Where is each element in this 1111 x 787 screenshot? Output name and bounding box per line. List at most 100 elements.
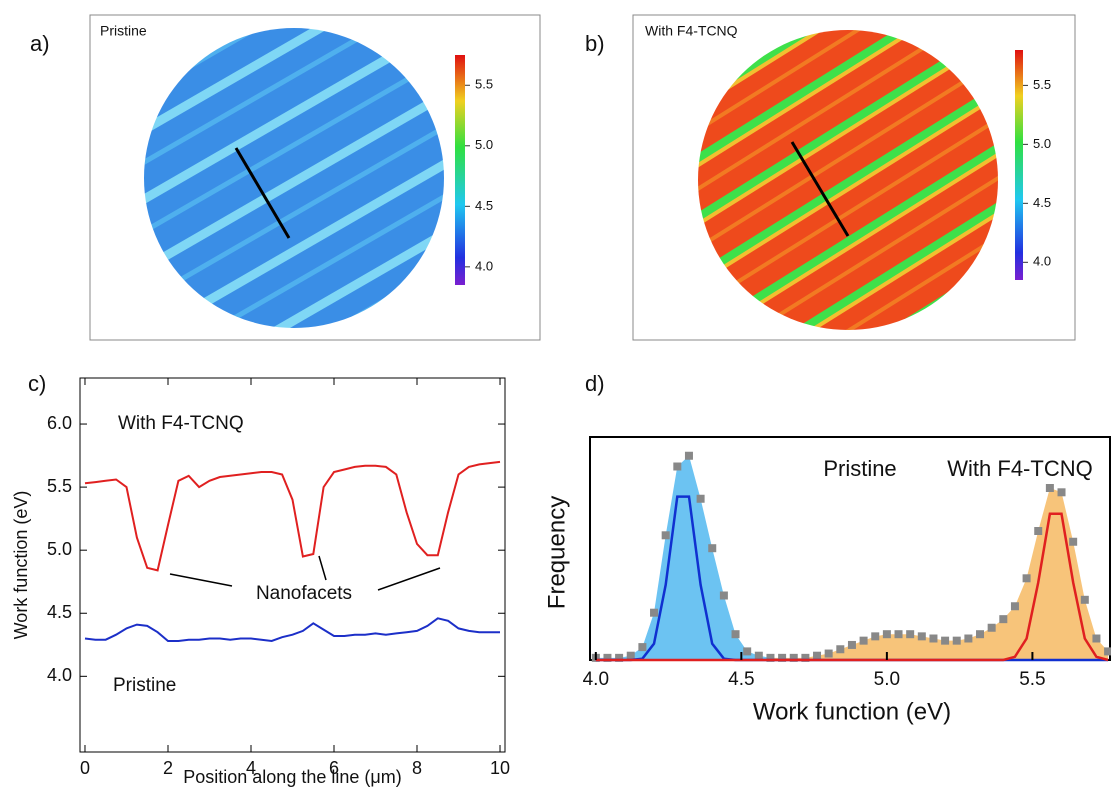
profile-line [234,147,291,239]
series-label: Pristine [823,456,896,481]
map-image [144,28,444,328]
data-point [684,451,693,460]
data-area [770,488,1109,660]
plot-frame [79,377,506,753]
data-point [871,632,880,641]
data-point [894,630,903,639]
data-point [638,643,647,652]
data-point [778,653,787,662]
map-image [698,30,998,330]
data-point [859,636,868,645]
data-line [84,617,500,643]
profile-line [790,141,850,237]
x-axis-label: Work function (eV) [753,698,951,725]
data-point [1057,488,1066,497]
data-point [813,651,822,660]
fit-line [595,512,1109,662]
data-point [650,608,659,617]
colorbar-tick-label: 4.0 [1033,254,1051,269]
data-point [1022,574,1031,583]
data-point [836,645,845,654]
annotation-pointer [169,573,233,587]
map-annotation: Pristine [100,23,147,39]
data-point [708,544,717,553]
x-tick-label: 2 [163,758,173,778]
data-point [999,615,1008,624]
x-tick-label: 4.5 [728,669,754,690]
data-point [987,623,996,632]
data-point [743,647,752,656]
data-point [929,634,938,643]
data-point [1069,537,1078,546]
series-label: With F4-TCNQ [947,456,1092,481]
data-point [906,630,915,639]
annotation: Nanofacets [256,583,352,604]
data-point [603,653,612,662]
x-tick-label: 10 [490,758,510,778]
data-point [1092,634,1101,643]
y-tick-label: 4.0 [47,665,72,685]
colorbar-tick-label: 4.5 [475,198,493,213]
data-point [615,653,624,662]
colorbar-tick-label: 4.0 [475,258,493,273]
data-point [719,591,728,600]
y-axis-label: Work function (eV) [11,491,31,640]
data-point [801,653,810,662]
panel-label: d) [585,371,605,396]
data-point [964,634,973,643]
data-point [976,630,985,639]
data-line [84,460,501,572]
data-point [754,651,763,660]
series-label: With F4-TCNQ [118,413,244,434]
map-panel [632,14,1076,341]
panel-label: c) [28,371,46,396]
data-point [731,630,740,639]
data-point [1080,595,1089,604]
data-point [917,632,926,641]
x-tick-label: 5.5 [1019,669,1045,690]
data-point [824,649,833,658]
map-annotation: With F4-TCNQ [645,23,738,39]
data-point [941,636,950,645]
data-point [696,494,705,503]
colorbar-tick-label: 5.0 [1033,136,1051,151]
y-tick-label: 4.5 [47,602,72,622]
annotation-pointer [377,567,441,591]
data-point [1034,527,1043,535]
data-point [661,531,670,540]
x-tick-label: 0 [80,758,90,778]
panel-label: a) [30,31,50,56]
x-tick-label: 4 [246,758,256,778]
colorbar-tick-label: 4.5 [1033,195,1051,210]
x-tick-label: 4.0 [583,669,609,690]
x-tick-label: 6 [329,758,339,778]
colorbar-tick-label: 5.5 [475,77,493,92]
map-panel [89,14,541,341]
data-point [626,651,635,660]
colorbar-tick-label: 5.0 [475,137,493,152]
annotation-pointer [318,555,327,581]
panel-label: b) [585,31,605,56]
series-label: Pristine [113,675,176,696]
colorbar-tick-label: 5.5 [1033,77,1051,92]
y-tick-label: 5.0 [47,539,72,559]
y-tick-label: 6.0 [47,413,72,433]
y-tick-label: 5.5 [47,476,72,496]
data-point [766,653,775,662]
x-tick-label: 5.0 [874,669,900,690]
data-point [952,636,961,645]
x-axis-label: Position along the line (μm) [183,767,401,787]
data-point [1045,484,1054,492]
data-point [1104,647,1111,656]
colorbar [1015,50,1023,280]
y-axis-label: Frequency [543,496,570,609]
data-area [595,455,771,660]
x-tick-label: 8 [412,758,422,778]
data-point [882,630,891,639]
data-point [673,462,682,471]
colorbar [455,55,465,285]
data-point [847,640,856,649]
data-point [789,653,798,662]
